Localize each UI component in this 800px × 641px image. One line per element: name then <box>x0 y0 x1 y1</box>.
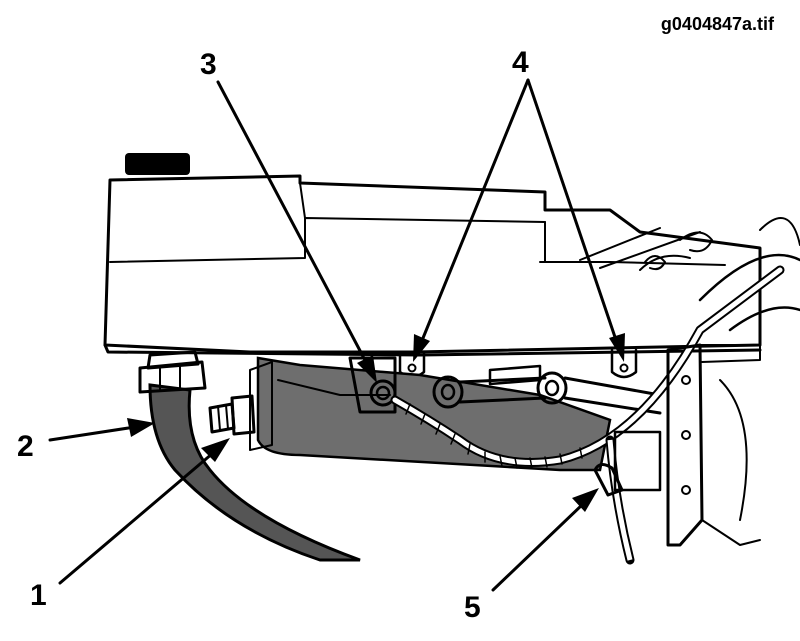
arrow-2 <box>48 425 137 442</box>
callout-5: 5 <box>464 591 481 624</box>
arrowhead-3 <box>357 355 377 383</box>
leader-arrows <box>48 78 625 592</box>
arrow-3 <box>216 80 368 364</box>
housing-illustration <box>103 153 800 565</box>
callout-4: 4 <box>512 46 529 79</box>
callout-1: 1 <box>30 579 47 612</box>
arrow-5 <box>491 502 585 592</box>
callout-2: 2 <box>17 430 34 463</box>
arrowhead-5 <box>572 488 599 512</box>
arrowhead-4a <box>413 334 430 362</box>
arrow-1 <box>58 451 215 585</box>
reservoir-cap <box>125 153 190 175</box>
fittings <box>348 356 662 415</box>
arrow-4a <box>419 78 530 345</box>
arrow-4b <box>526 78 619 345</box>
callout-3: 3 <box>200 48 217 81</box>
arrowhead-2 <box>127 418 155 437</box>
arrowhead-1 <box>201 438 230 462</box>
wire-harness <box>390 265 785 565</box>
arrowhead-4b <box>609 333 625 362</box>
figure-id: g0404847a.tif <box>661 14 775 34</box>
